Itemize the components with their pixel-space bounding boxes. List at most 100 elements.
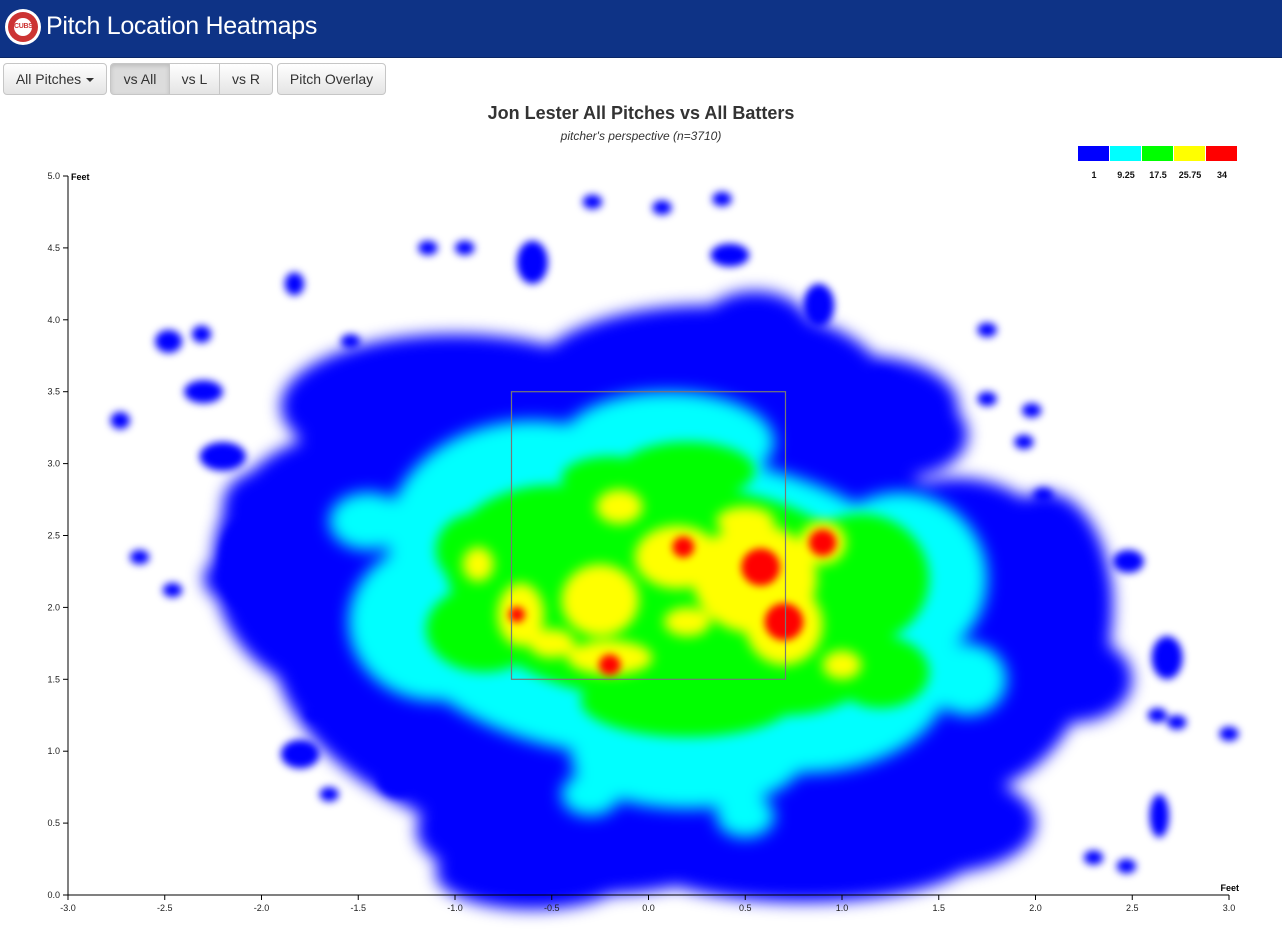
chart-title: Jon Lester All Pitches vs All Batters — [487, 103, 795, 123]
legend-swatch — [1078, 146, 1109, 161]
y-tick-label: 3.0 — [47, 459, 60, 469]
density-band-high — [508, 529, 837, 676]
density-blob — [1151, 636, 1183, 680]
density-blob — [516, 240, 548, 284]
density-blob — [929, 643, 1007, 716]
x-tick-label: 3.0 — [1223, 903, 1236, 913]
density-blob — [455, 240, 475, 256]
density-blob — [219, 521, 266, 608]
density-blob — [329, 492, 407, 550]
y-tick-label: 2.0 — [47, 602, 60, 612]
density-blob — [1033, 488, 1053, 503]
legend-label: 17.5 — [1149, 170, 1167, 180]
density-blob — [340, 334, 361, 349]
y-axis-label: Feet — [71, 172, 90, 182]
strike-zone — [510, 391, 787, 680]
density-blob — [129, 549, 150, 565]
y-tick-label: 0.0 — [47, 890, 60, 900]
density-blob — [280, 739, 320, 769]
chart-legend: 1 9.25 17.5 25.75 34 — [1078, 146, 1237, 180]
density-blob — [1016, 636, 1133, 723]
density-blob — [199, 442, 246, 471]
vs-all-button[interactable]: vs All — [110, 63, 170, 95]
density-blob — [1021, 403, 1042, 418]
x-tick-label: -2.0 — [254, 903, 270, 913]
legend-label: 1 — [1091, 170, 1096, 180]
x-tick-label: -3.0 — [60, 903, 76, 913]
density-peak — [508, 606, 525, 623]
density-blob — [1014, 434, 1034, 450]
x-tick-label: 0.0 — [642, 903, 655, 913]
density-blob — [1167, 715, 1187, 730]
density-blob — [1147, 708, 1168, 723]
density-blob — [528, 629, 575, 658]
legend-swatch — [1142, 146, 1173, 161]
x-tick-label: -0.5 — [544, 903, 560, 913]
x-tick-label: 2.5 — [1126, 903, 1139, 913]
density-blob — [284, 272, 305, 296]
legend-label: 34 — [1217, 170, 1227, 180]
density-peak — [808, 529, 837, 556]
heatmap-density — [110, 191, 1239, 910]
density-blob — [306, 706, 326, 721]
x-tick-label: -2.5 — [157, 903, 173, 913]
x-tick-label: -1.5 — [350, 903, 366, 913]
x-tick-label: 1.0 — [836, 903, 849, 913]
density-blob — [561, 456, 659, 500]
vs-r-button[interactable]: vs R — [219, 63, 273, 95]
density-peak — [672, 536, 695, 558]
density-blob — [977, 322, 997, 338]
density-blob — [596, 489, 643, 524]
app-title: Pitch Location Heatmaps — [46, 12, 318, 40]
density-blob — [832, 636, 930, 709]
x-tick-label: 1.5 — [932, 903, 945, 913]
density-blob — [696, 291, 813, 378]
chart-axes: -3.0 -2.5 -2.0 -1.5 -1.0 -0.5 0.0 0.5 1.0 1.5 2.0 2… — [47, 171, 1239, 913]
density-blob — [582, 194, 603, 210]
density-blob — [977, 391, 997, 407]
pitch-type-dropdown[interactable]: All Pitches — [3, 63, 107, 95]
density-blob — [574, 841, 614, 877]
density-blob — [191, 325, 212, 343]
density-blob — [803, 283, 835, 327]
density-blob — [716, 794, 775, 838]
density-peak — [764, 603, 804, 641]
density-blob — [561, 564, 639, 637]
density-blob — [561, 772, 620, 816]
density-blob — [435, 818, 455, 834]
y-tick-label: 1.0 — [47, 746, 60, 756]
density-blob — [1112, 549, 1144, 573]
density-peak — [741, 548, 781, 586]
legend-label: 25.75 — [1179, 170, 1202, 180]
density-blob — [162, 582, 183, 598]
y-tick-label: 3.5 — [47, 387, 60, 397]
density-blob — [1149, 794, 1170, 838]
x-tick-label: -1.0 — [447, 903, 463, 913]
density-blob — [487, 778, 519, 796]
density-blob — [319, 787, 339, 802]
y-tick-label: 4.0 — [47, 315, 60, 325]
caret-down-icon — [86, 78, 95, 83]
density-blob — [1035, 564, 1113, 622]
density-blob — [822, 650, 862, 680]
density-blob — [1083, 850, 1104, 865]
density-blob — [634, 525, 721, 589]
y-tick-label: 0.5 — [47, 818, 60, 828]
legend-swatch — [1206, 146, 1237, 161]
density-blob — [377, 762, 417, 798]
pitch-type-label: All Pitches — [15, 71, 82, 87]
logo-text: CUBS — [14, 18, 33, 36]
density-blob — [571, 708, 804, 809]
y-tick-label: 2.5 — [47, 531, 60, 541]
density-blob — [439, 797, 471, 821]
density-blob — [842, 772, 1036, 874]
density-blob — [712, 191, 732, 207]
density-blob — [1219, 726, 1239, 742]
density-blob — [652, 200, 672, 215]
density-blob — [696, 571, 755, 615]
density-blob — [664, 607, 711, 637]
chart-subtitle: pitcher's perspective (n=3710) — [560, 129, 722, 143]
pitch-overlay-button[interactable]: Pitch Overlay — [277, 63, 386, 95]
legend-swatch — [1174, 146, 1205, 161]
